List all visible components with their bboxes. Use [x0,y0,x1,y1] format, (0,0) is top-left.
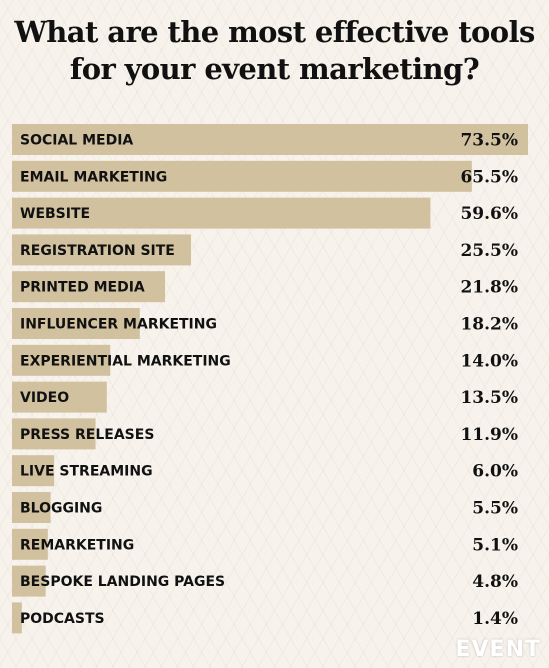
value-label-video: 13.5% [460,388,518,408]
value-label-bespoke-landing-pages: 4.8% [472,572,518,592]
bar-remarketing [12,528,48,560]
category-label-experiential-marketing: EXPERIENTIAL MARKETING [20,353,231,369]
category-label-printed-media: PRINTED MEDIA [20,280,145,296]
bar-live-streaming [12,455,55,487]
value-label-experiential-marketing: 14.0% [460,351,518,371]
chart-title: What are the most effective tools for yo… [0,14,549,88]
category-label-website: WEBSITE [20,206,90,222]
bar-social-media [12,124,528,155]
bar-chart: SOCIAL MEDIA 73.5% EMAIL MARKETING 65.5% WEB… [12,124,528,634]
bar-press-releases [12,418,96,450]
value-label-influencer-marketing: 18.2% [460,315,518,335]
category-label-video: VIDEO [20,390,69,406]
bar-bespoke-landing-pages [12,565,46,597]
category-label-press-releases: PRESS RELEASES [20,427,154,443]
value-label-printed-media: 21.8% [460,278,518,298]
category-label-social-media: SOCIAL MEDIA [20,133,133,149]
value-label-remarketing: 5.1% [472,535,518,555]
category-label-blogging: BLOGGING [20,501,102,517]
category-label-registration-site: REGISTRATION SITE [20,243,175,259]
value-label-registration-site: 25.5% [460,241,518,261]
bar-email-marketing [12,160,472,192]
bar-influencer-marketing [12,308,140,339]
category-label-remarketing: REMARKETING [20,537,134,553]
bar-blogging [12,492,51,523]
bar-video [12,381,107,413]
event-logo: EVENT [455,637,541,662]
title-line-1: What are the most effective tools [14,15,535,49]
category-label-email-marketing: EMAIL MARKETING [20,169,167,185]
bar-printed-media [12,271,166,303]
category-label-live-streaming: LIVE STREAMING [20,464,153,480]
value-label-social-media: 73.5% [460,131,518,151]
value-label-website: 59.6% [460,204,518,224]
value-label-press-releases: 11.9% [460,425,518,445]
value-label-blogging: 5.5% [472,499,518,519]
value-label-email-marketing: 65.5% [460,167,518,187]
category-label-podcasts: PODCASTS [20,611,105,627]
bar-podcasts [12,602,22,634]
title-line-2: for your event marketing? [69,52,480,86]
bar-experiential-marketing [12,344,111,376]
category-label-influencer-marketing: INFLUENCER MARKETING [20,317,217,333]
category-label-bespoke-landing-pages: BESPOKE LANDING PAGES [20,574,225,590]
bar-website [12,197,431,229]
value-label-podcasts: 1.4% [472,609,518,629]
value-label-live-streaming: 6.0% [472,462,518,482]
bar-registration-site [12,234,192,266]
